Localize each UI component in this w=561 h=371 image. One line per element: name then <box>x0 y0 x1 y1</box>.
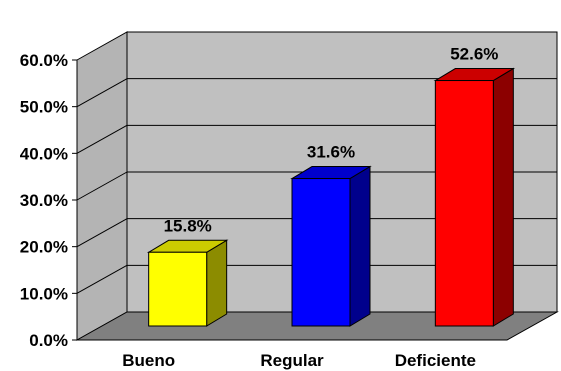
gridline-side <box>76 171 128 201</box>
bar <box>291 178 351 327</box>
data-label: 15.8% <box>164 216 212 235</box>
data-label: 52.6% <box>450 45 498 64</box>
bar-side <box>349 165 371 327</box>
data-label: 31.6% <box>307 143 355 162</box>
x-tick-label: Regular <box>260 351 324 370</box>
x-tick-label: Bueno <box>122 351 175 370</box>
y-tick-label: 30.0% <box>20 191 68 210</box>
y-tick-label: 10.0% <box>20 284 68 303</box>
y-tick-label: 50.0% <box>20 98 68 117</box>
bar <box>434 80 494 327</box>
bar-side <box>206 239 228 327</box>
bar-side <box>492 67 514 327</box>
x-tick-label: Deficiente <box>395 351 476 370</box>
y-tick-label: 40.0% <box>20 144 68 163</box>
gridline-side <box>76 78 128 108</box>
gridline-side <box>76 124 128 154</box>
y-tick-label: 20.0% <box>20 238 68 257</box>
y-tick-label: 0.0% <box>29 331 68 350</box>
bar <box>148 251 208 327</box>
y-tick-label: 60.0% <box>20 51 68 70</box>
gridline-side <box>76 218 128 248</box>
gridline-side <box>76 264 128 294</box>
